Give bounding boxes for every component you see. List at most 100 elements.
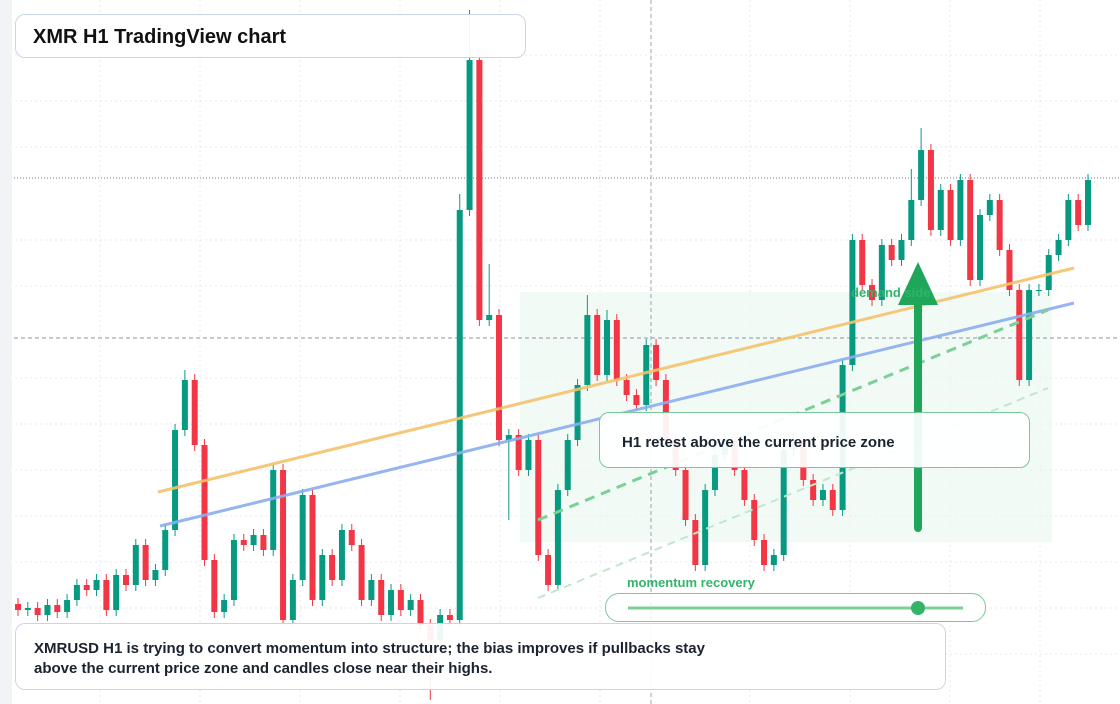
candle-body <box>937 190 944 230</box>
candle-body <box>574 385 581 440</box>
candle-body <box>388 590 395 615</box>
candle-body <box>761 540 768 565</box>
candle-body <box>44 605 51 615</box>
note-text: XMRUSD H1 is trying to convert momentum … <box>34 640 705 677</box>
candle-body <box>64 600 71 612</box>
candle-body <box>613 320 620 380</box>
candle-body <box>1016 290 1023 380</box>
candle-body <box>564 440 571 490</box>
candle-body <box>319 555 326 600</box>
candle-body <box>162 530 169 570</box>
candle-body <box>348 530 355 545</box>
candle-body <box>633 395 640 405</box>
candle-body <box>505 435 512 440</box>
candle-body <box>1055 240 1062 255</box>
candle-body <box>34 608 41 615</box>
trend-line-light <box>537 387 1049 599</box>
candle-body <box>270 470 277 550</box>
candle-body <box>751 500 758 540</box>
candle-body <box>446 615 453 620</box>
retest-text: H1 retest above the current price zone <box>622 434 895 451</box>
candle-body <box>201 445 208 560</box>
candle-body <box>545 555 552 585</box>
candle-body <box>309 495 316 600</box>
candle-body <box>417 600 424 625</box>
candle-body <box>603 320 610 375</box>
candle-body <box>456 210 463 620</box>
candle-body <box>535 440 542 555</box>
candle-body <box>947 190 954 240</box>
candle-body <box>142 545 149 580</box>
candle-body <box>584 315 591 385</box>
candle-body <box>103 580 110 610</box>
candle-body <box>54 605 61 612</box>
retest-card: H1 retest above the current price zone <box>599 412 1030 468</box>
candle-body <box>132 545 139 585</box>
arrow-head <box>898 262 938 305</box>
candle-body <box>338 530 345 580</box>
candle-body <box>397 590 404 610</box>
candle-body <box>152 570 159 580</box>
candle-body <box>1026 290 1033 380</box>
candle-body <box>996 200 1003 250</box>
candle-body <box>378 580 385 615</box>
candle-body <box>496 315 503 440</box>
candle-body <box>918 150 925 200</box>
slider-track <box>628 601 963 615</box>
candle-body <box>819 490 826 500</box>
candle-body <box>869 285 876 300</box>
candle-body <box>515 435 522 470</box>
candle-body <box>829 490 836 510</box>
candle-body <box>1075 200 1082 225</box>
candle-body <box>1045 255 1052 290</box>
candle-body <box>1035 290 1042 291</box>
candle-body <box>93 580 100 590</box>
title: XMR H1 TradingView chart <box>33 26 287 48</box>
candle-body <box>741 470 748 500</box>
candle-body <box>368 580 375 600</box>
candle-body <box>24 608 31 610</box>
candle-body <box>849 240 856 365</box>
candle-body <box>329 555 336 580</box>
candle-body <box>927 150 934 230</box>
candle-body <box>289 580 296 620</box>
candle-body <box>908 200 915 240</box>
candle-body <box>15 604 21 610</box>
candle-body <box>299 495 306 580</box>
candle-body <box>898 240 905 260</box>
candle-body <box>1065 200 1072 240</box>
candle-body <box>702 490 709 565</box>
demand-label: demand side <box>851 285 931 300</box>
candle-body <box>692 520 699 565</box>
candle-body <box>73 585 80 600</box>
candle-body <box>280 470 287 620</box>
candle-body <box>486 315 493 320</box>
candle-body <box>221 600 228 612</box>
candle-body <box>859 240 866 285</box>
candle-body <box>977 215 984 280</box>
candle-body <box>810 480 817 500</box>
slider[interactable] <box>605 593 986 622</box>
candle-body <box>113 575 120 610</box>
candle-body <box>407 600 414 610</box>
slider-thumb[interactable] <box>911 601 925 615</box>
candle-body <box>240 540 247 545</box>
candle-body <box>594 315 601 375</box>
candle-body <box>682 470 689 520</box>
left-edge <box>0 0 12 704</box>
candle-body <box>554 490 561 585</box>
note-card: XMRUSD H1 is trying to convert momentum … <box>15 623 946 690</box>
candle-body <box>122 575 129 585</box>
candle-body <box>878 245 885 300</box>
title-card: XMR H1 TradingView chart <box>15 14 526 58</box>
candle-body <box>643 345 650 405</box>
candle-body <box>1085 180 1091 225</box>
candle-body <box>83 585 90 590</box>
candle-body <box>662 380 669 440</box>
candle-body <box>653 345 660 380</box>
candle-body <box>623 380 630 395</box>
candle-body <box>181 380 188 430</box>
candle-body <box>172 430 179 530</box>
candle-body <box>211 560 218 612</box>
